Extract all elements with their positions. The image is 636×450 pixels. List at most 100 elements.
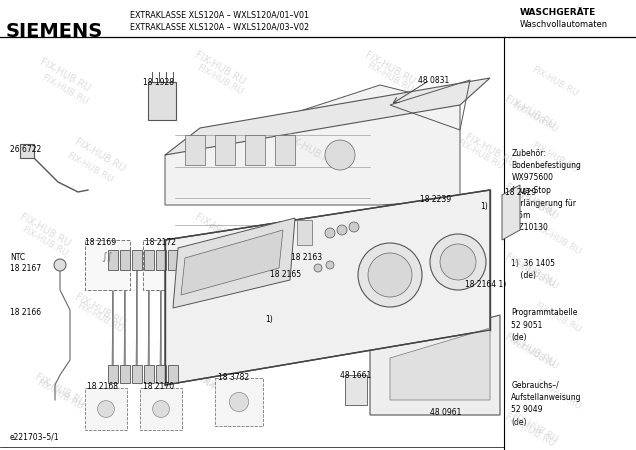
Text: FIX-HUB.RU: FIX-HUB.RU (534, 378, 583, 412)
Text: 18 2169: 18 2169 (85, 238, 116, 247)
Bar (85, 240, 130, 290)
Text: FIX-HUB.RU: FIX-HUB.RU (534, 223, 583, 257)
Text: 1): 1) (480, 202, 488, 211)
Circle shape (314, 264, 322, 272)
Text: FIX-HUB.RU: FIX-HUB.RU (20, 225, 69, 259)
Bar (20, 144, 34, 158)
Polygon shape (370, 315, 500, 415)
Text: Gebrauchs–/
Aufstellanweisung
52 9049
(de): Gebrauchs–/ Aufstellanweisung 52 9049 (d… (511, 380, 582, 427)
Circle shape (153, 400, 169, 418)
Text: 18 2172: 18 2172 (145, 238, 176, 247)
Text: FIX-HUB.RU: FIX-HUB.RU (503, 182, 557, 218)
Bar (168, 250, 178, 270)
Text: FIX-HUB.RU: FIX-HUB.RU (66, 151, 114, 185)
Polygon shape (502, 185, 520, 240)
Polygon shape (165, 85, 460, 205)
Text: 1)  36 1405
    (de): 1) 36 1405 (de) (511, 259, 555, 280)
Text: 18 3782: 18 3782 (218, 373, 249, 382)
Bar (120, 250, 130, 270)
Text: FIX-HUB.RU: FIX-HUB.RU (283, 131, 337, 168)
Text: FIX-HUB.RU: FIX-HUB.RU (363, 50, 417, 86)
Polygon shape (390, 328, 490, 400)
Text: FIX-HUB.RU: FIX-HUB.RU (273, 292, 327, 328)
Text: FIX-HUB.RU: FIX-HUB.RU (503, 412, 557, 448)
Text: FIX-HUB.RU: FIX-HUB.RU (33, 372, 87, 409)
Bar (144, 365, 154, 383)
Text: FIX-HUB.RU: FIX-HUB.RU (530, 141, 579, 175)
Bar (156, 250, 166, 270)
Text: FIX-HUB.RU: FIX-HUB.RU (503, 94, 557, 130)
Polygon shape (181, 230, 283, 295)
Circle shape (325, 140, 355, 170)
Text: FIX-HUB.RU: FIX-HUB.RU (373, 372, 427, 409)
Polygon shape (165, 78, 490, 155)
Text: SIEMENS: SIEMENS (6, 22, 103, 41)
Text: 18 2166: 18 2166 (10, 308, 41, 317)
Text: ∫∫: ∫∫ (101, 252, 113, 262)
Bar (275, 135, 295, 165)
Text: 48 0961: 48 0961 (430, 408, 461, 417)
Text: FIX-HUB.RU: FIX-HUB.RU (38, 57, 92, 94)
Text: FIX-HUB.RU: FIX-HUB.RU (193, 212, 247, 248)
Text: WASCHGERÄTE: WASCHGERÄTE (520, 8, 595, 17)
Text: FIX-HUB.RU: FIX-HUB.RU (530, 65, 579, 99)
Text: EXTRAKLASSE XLS120A – WXLS120A/03–V02: EXTRAKLASSE XLS120A – WXLS120A/03–V02 (130, 22, 309, 31)
Bar (132, 250, 142, 270)
Circle shape (358, 243, 422, 307)
Text: FIX-HUB.RU: FIX-HUB.RU (511, 338, 560, 372)
Text: 18 2165: 18 2165 (270, 270, 301, 279)
Text: FIX-HUB.RU: FIX-HUB.RU (193, 372, 247, 409)
Circle shape (325, 228, 335, 238)
Text: 18 2170: 18 2170 (143, 382, 174, 391)
Bar (108, 365, 118, 383)
Text: 18 2429: 18 2429 (505, 188, 536, 197)
Bar (168, 365, 178, 383)
Text: FIX-HUB.RU: FIX-HUB.RU (511, 258, 560, 292)
Text: FIX-HUB.RU: FIX-HUB.RU (380, 221, 429, 255)
Circle shape (326, 261, 334, 269)
Bar (297, 220, 312, 245)
Bar (143, 240, 188, 290)
Text: FIX-HUB.RU: FIX-HUB.RU (436, 298, 485, 332)
Text: Programmtabelle
52 9051
(de): Programmtabelle 52 9051 (de) (511, 308, 577, 342)
Text: FIX-HUB.RU: FIX-HUB.RU (36, 378, 85, 412)
Bar (85, 388, 127, 430)
Text: 18 2163: 18 2163 (291, 253, 322, 262)
Text: 1): 1) (265, 315, 273, 324)
Circle shape (440, 244, 476, 280)
Bar (144, 250, 154, 270)
Text: FIX-HUB.RU: FIX-HUB.RU (455, 138, 504, 172)
Text: FIX-HUB.RU: FIX-HUB.RU (511, 188, 560, 222)
Text: 26 6722: 26 6722 (10, 145, 41, 154)
Text: FIX-HUB.RU: FIX-HUB.RU (193, 50, 247, 86)
Text: FIX-HUB.RU: FIX-HUB.RU (375, 376, 425, 410)
Text: e221703–5/1: e221703–5/1 (10, 432, 60, 441)
Text: FIX-HUB.RU: FIX-HUB.RU (73, 292, 127, 328)
Bar (215, 378, 263, 426)
Text: 18 2164 1): 18 2164 1) (465, 280, 506, 289)
Bar (132, 365, 142, 383)
Text: FIX-HUB.RU: FIX-HUB.RU (73, 137, 127, 173)
Text: FIX-HUB.RU: FIX-HUB.RU (511, 101, 560, 135)
Text: EXTRAKLASSE XLS120A – WXLS120A/01–V01: EXTRAKLASSE XLS120A – WXLS120A/01–V01 (130, 10, 309, 19)
Bar (215, 135, 235, 165)
Circle shape (97, 400, 114, 418)
Text: FIX-HUB.RU: FIX-HUB.RU (433, 292, 487, 328)
Text: 18 1928: 18 1928 (143, 78, 174, 87)
Circle shape (430, 234, 486, 290)
Text: FIX-HUB.RU: FIX-HUB.RU (286, 143, 335, 177)
Circle shape (349, 222, 359, 232)
Text: 18 2239: 18 2239 (420, 195, 451, 204)
Text: 18 2168: 18 2168 (87, 382, 118, 391)
Text: Waschvollautomaten: Waschvollautomaten (520, 20, 607, 29)
Circle shape (230, 392, 249, 412)
Text: FIX-HUB.RU: FIX-HUB.RU (503, 332, 557, 369)
Bar (245, 135, 265, 165)
Bar (185, 135, 205, 165)
Bar (120, 365, 130, 383)
Text: FIX-HUB.RU: FIX-HUB.RU (463, 131, 517, 168)
Circle shape (368, 253, 412, 297)
Bar (148, 82, 176, 120)
Circle shape (337, 225, 347, 235)
Text: FIX-HUB.RU: FIX-HUB.RU (195, 63, 245, 97)
